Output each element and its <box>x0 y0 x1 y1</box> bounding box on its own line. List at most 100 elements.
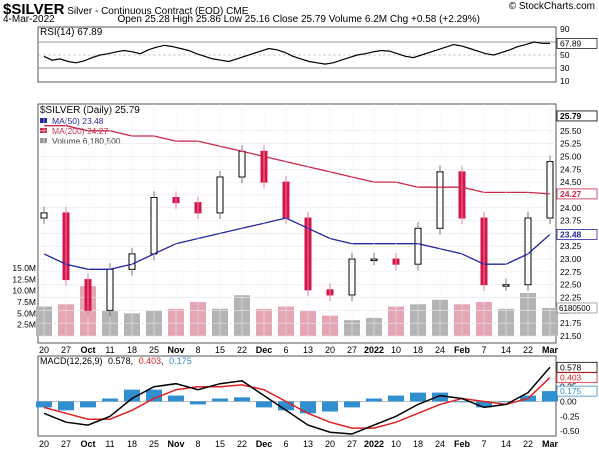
macd-histogram-bar <box>278 401 294 411</box>
symbol: $SILVER <box>3 1 65 18</box>
macd-histogram-bar <box>212 398 228 402</box>
x-tick-label-macd: 11 <box>105 439 114 449</box>
macd-tick-label: -0.25 <box>560 411 580 421</box>
macd-histogram-bar <box>124 389 140 402</box>
macd-histogram-bar <box>256 401 272 408</box>
x-tick-label-macd: 22 <box>523 439 533 449</box>
macd-line <box>43 366 551 435</box>
price-plot <box>36 104 558 343</box>
macd-tick-label: -0.50 <box>560 426 580 436</box>
x-tick-label-macd: 6 <box>283 439 288 449</box>
volume-legend-swatch <box>40 138 47 143</box>
macd-histogram-bar <box>80 401 96 408</box>
x-tick-label-macd: 18 <box>413 439 423 449</box>
price-tick-label: 23.25 <box>560 241 582 251</box>
x-tick-label-macd: 7 <box>481 439 486 449</box>
axes: 907050301067.8915.0M12.5M10.0M7.5M5.0M2.… <box>12 24 598 449</box>
x-tick-label-price: Oct <box>80 345 95 355</box>
macd-histogram-bar <box>102 398 118 402</box>
x-tick-label-macd: 15 <box>215 439 225 449</box>
chart-header: $SILVER Silver - Continuous Contract (EO… <box>3 1 248 18</box>
x-tick-label-macd: 27 <box>61 439 71 449</box>
price-tick-label: 22.25 <box>560 293 582 303</box>
price-tick-label: 24.75 <box>560 164 582 174</box>
ma200-last-label-box <box>556 188 598 200</box>
macd-last-box <box>556 385 598 397</box>
macd-signal-line <box>43 377 551 429</box>
x-tick-label-price: 2022 <box>364 345 384 355</box>
macd-legend-name: MACD(12,26,9) <box>40 356 103 366</box>
x-tick-label-price: 6 <box>283 345 288 355</box>
macd-tick-label: 0.00 <box>560 396 577 406</box>
x-tick-label-macd: 25 <box>149 439 159 449</box>
macd-histogram-bar <box>168 395 184 402</box>
quote-values: Open 25.28 High 25.86 Low 25.16 Close 25… <box>117 14 480 25</box>
macd-histogram-bar <box>322 401 338 412</box>
macd-histogram-bar <box>542 391 558 402</box>
x-tick-label-macd: 13 <box>303 439 313 449</box>
rsi-tick-label: 90 <box>560 24 570 34</box>
price-panel-frame <box>37 103 557 344</box>
rsi-last-label: 67.89 <box>560 38 582 48</box>
macd-last-box <box>556 372 598 384</box>
rsi-line <box>43 41 551 65</box>
x-tick-label-macd: Dec <box>256 439 273 449</box>
price-tick-label: 21.75 <box>560 318 582 328</box>
rsi-plot <box>38 41 556 69</box>
x-tick-label-price: 27 <box>347 345 357 355</box>
x-tick-label-price: 11 <box>105 345 114 355</box>
macd-histogram-bar <box>234 397 250 402</box>
macd-histogram-bar <box>146 389 162 402</box>
x-tick-label-price: Mar <box>542 345 559 355</box>
x-tick-label-macd: 8 <box>195 439 200 449</box>
price-tick-label: 22.50 <box>560 280 582 290</box>
price-tick-label: 25.00 <box>560 151 582 161</box>
price-tick-label: 24.00 <box>560 203 582 213</box>
macd-last-label: 0.175 <box>560 386 582 396</box>
x-tick-label-macd: 18 <box>127 439 137 449</box>
price-tick-label: 23.00 <box>560 254 582 264</box>
x-tick-label-price: Feb <box>454 345 471 355</box>
volume-tick-label: 10.0M <box>12 286 36 296</box>
macd-legend-macd: 0.578 <box>108 356 131 366</box>
macd-histogram-bar <box>300 401 316 414</box>
volume-last-label: 6180500 <box>559 304 591 313</box>
volume-last-box <box>556 302 598 314</box>
x-tick-label-macd: 22 <box>237 439 247 449</box>
rsi-panel-frame <box>37 26 557 83</box>
price-tick-label: 25.50 <box>560 126 582 136</box>
ma50-legend-swatch <box>40 118 47 123</box>
macd-histogram-bar <box>366 398 382 402</box>
x-tick-label-price: 18 <box>413 345 423 355</box>
price-tick-label: 23.75 <box>560 216 582 226</box>
macd-histogram-bar <box>432 392 448 402</box>
volume-tick-label: 7.5M <box>17 297 36 307</box>
volume-legend: Volume 6,180,500 <box>52 136 121 146</box>
close-last-label: 25.79 <box>560 111 582 121</box>
price-tick-label: 25.25 <box>560 139 582 149</box>
x-tick-label-macd: Nov <box>167 439 184 449</box>
rsi-tick-label: 30 <box>560 63 570 73</box>
macd-histogram-bar <box>190 401 206 405</box>
ma200-last-label: 24.27 <box>560 189 582 199</box>
ma200-line <box>44 125 551 195</box>
macd-legend: MACD(12,26,9) 0.578, 0.403, 0.175 <box>40 356 192 366</box>
quote-date: 4-Mar-2022 <box>3 14 55 25</box>
x-tick-label-price: 8 <box>195 345 200 355</box>
x-tick-label-price: 13 <box>303 345 313 355</box>
macd-histogram-bar <box>388 395 404 402</box>
x-tick-label-macd: Feb <box>454 439 471 449</box>
exchange: CME <box>226 6 249 17</box>
x-tick-label-price: 15 <box>215 345 225 355</box>
x-tick-label-macd: 2022 <box>364 439 384 449</box>
x-tick-label-price: 18 <box>127 345 137 355</box>
macd-panel-frame <box>37 355 557 437</box>
x-tick-label-price: 20 <box>39 345 49 355</box>
ma50-last-label: 23.48 <box>560 229 582 239</box>
x-tick-label-price: 14 <box>501 345 511 355</box>
x-tick-label-price: Nov <box>167 345 184 355</box>
price-legend-title: $SILVER (Daily) 25.79 <box>40 105 140 116</box>
macd-legend-signal: 0.403 <box>139 356 162 366</box>
x-tick-label-price: 22 <box>523 345 533 355</box>
